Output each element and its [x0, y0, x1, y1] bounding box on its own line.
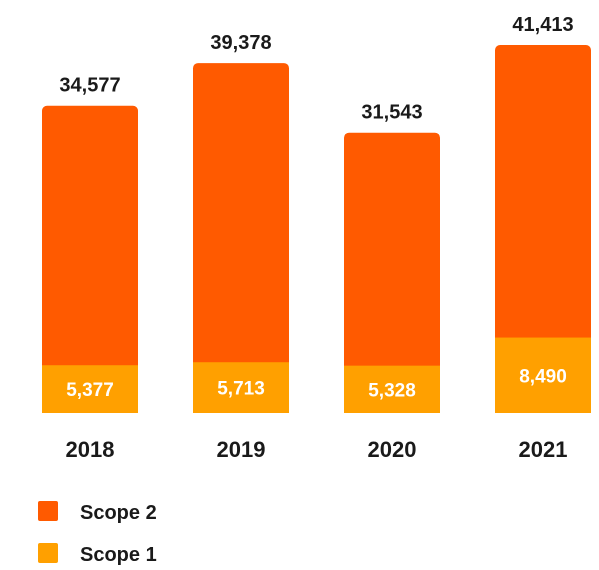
total-label-2019: 39,378 — [210, 32, 271, 54]
category-label-2021: 2021 — [519, 437, 568, 462]
legend-label-scope2: Scope 2 — [80, 502, 157, 524]
bars-layer — [42, 45, 591, 413]
scope1-label-2018: 5,377 — [66, 380, 114, 401]
bar-scope1-2020 — [344, 365, 440, 413]
category-label-2019: 2019 — [217, 437, 266, 462]
scope1-label-2021: 8,490 — [519, 366, 567, 387]
legend-label-scope1: Scope 1 — [80, 544, 157, 566]
legend: Scope 2 Scope 1 — [38, 501, 157, 566]
labels-layer: 34,577 5,377 2018 39,378 5,713 2019 31,543 5,32… — [59, 14, 573, 462]
bar-scope1-2019 — [193, 362, 289, 413]
category-label-2018: 2018 — [66, 437, 115, 462]
total-label-2018: 34,577 — [59, 75, 120, 97]
legend-swatch-scope2 — [38, 501, 58, 521]
bar-scope2-2020 — [344, 132, 440, 372]
bar-scope1-2018 — [42, 365, 138, 413]
total-label-2021: 41,413 — [512, 14, 573, 36]
scope1-label-2019: 5,713 — [217, 379, 265, 400]
scope1-label-2020: 5,328 — [368, 380, 416, 401]
category-label-2020: 2020 — [368, 437, 417, 462]
bar-scope1-2021 — [495, 337, 591, 413]
total-label-2020: 31,543 — [361, 102, 422, 124]
bar-scope2-2019 — [193, 63, 289, 369]
bar-scope2-2021 — [495, 45, 591, 344]
bar-scope2-2018 — [42, 105, 138, 372]
legend-swatch-scope1 — [38, 543, 58, 563]
